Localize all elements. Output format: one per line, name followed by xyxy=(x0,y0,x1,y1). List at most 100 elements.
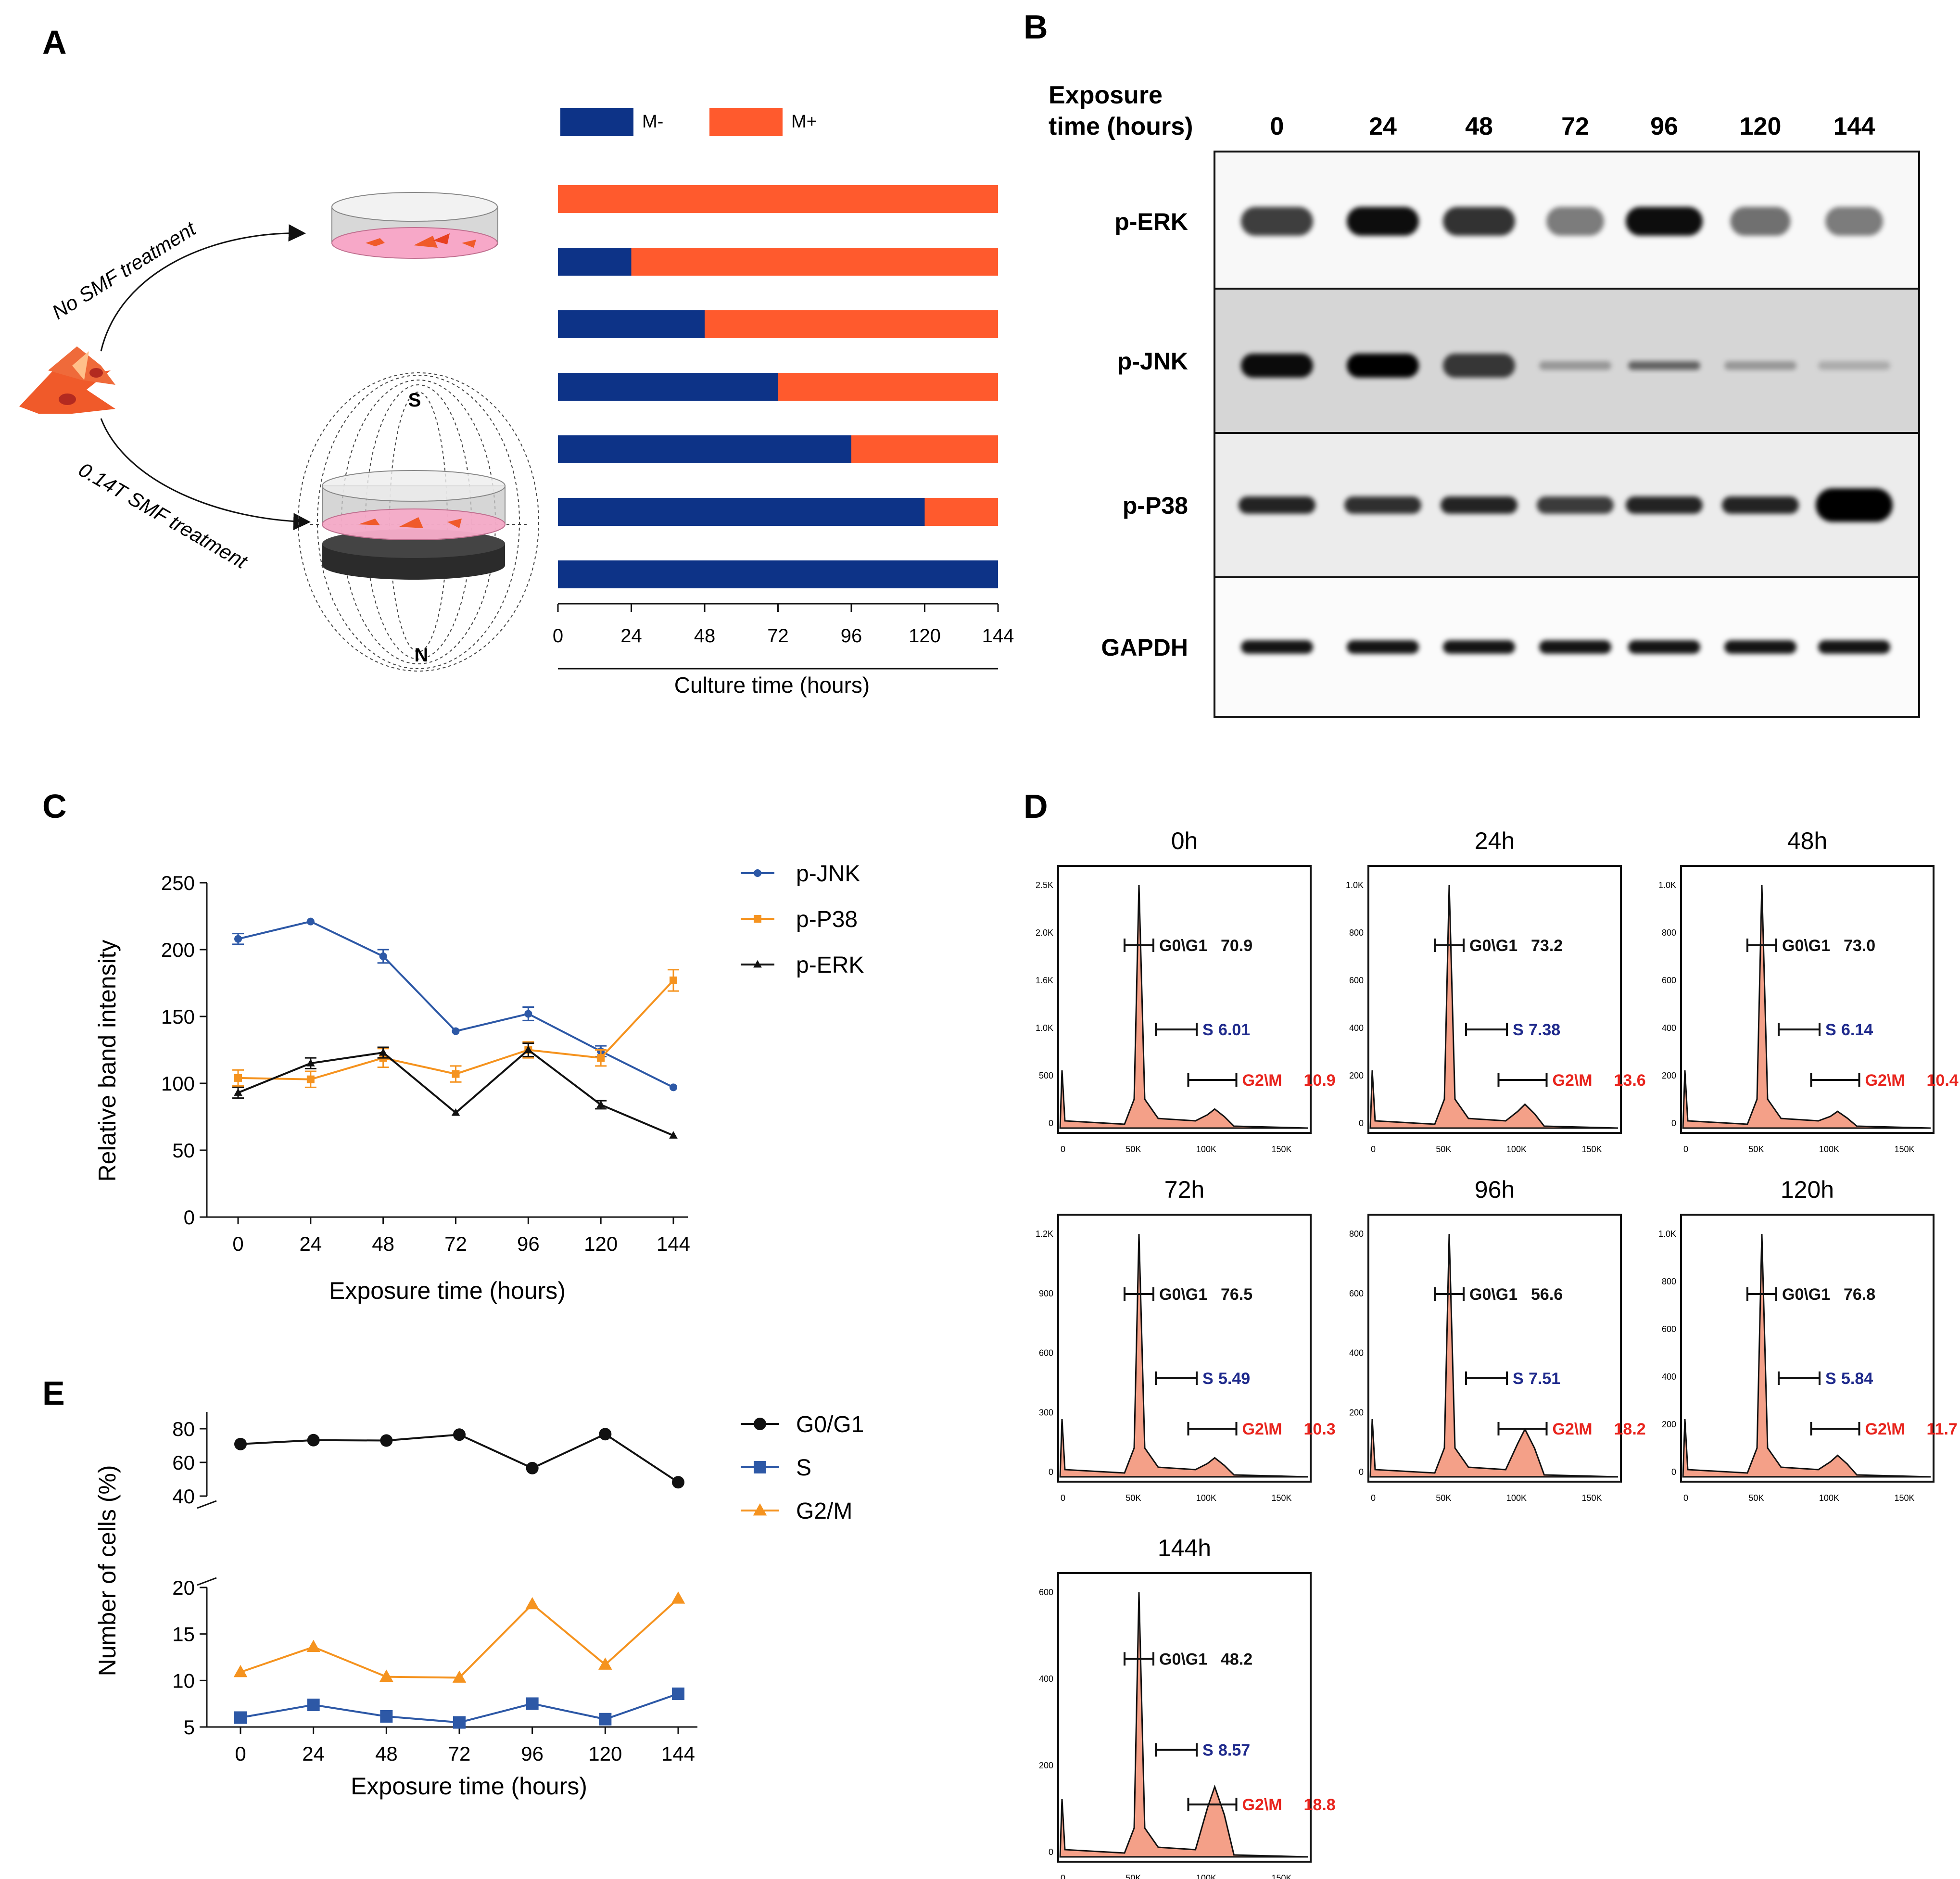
data-point xyxy=(526,1697,539,1710)
x-tick-label: 100K xyxy=(1819,1144,1839,1154)
bar-m-minus xyxy=(558,435,851,463)
y-tick-label: 15 xyxy=(172,1623,195,1646)
blot-band xyxy=(1724,640,1796,654)
s-gate-value: 6.01 xyxy=(1218,1021,1250,1039)
histogram-panel-48h: 48h 0 200 400 600 800 1.0K 0 50K 100K 150K G0\G1 73.… xyxy=(1658,827,1959,1154)
y-tick-label: 1.0K xyxy=(1346,880,1364,890)
x-tick-label: 50K xyxy=(1748,1144,1764,1154)
arrow-smf xyxy=(100,418,311,531)
y-tick-label: 1.6K xyxy=(1036,976,1053,985)
panel-c-line-chart: Relative band intensity Exposure time (h… xyxy=(94,861,864,1304)
x-tick-label: 0 xyxy=(1061,1144,1065,1154)
y-tick-label: 1.0K xyxy=(1036,1023,1053,1033)
x-tick-label: 100K xyxy=(1506,1144,1527,1154)
y-tick-label: 2.0K xyxy=(1036,928,1053,938)
y-tick-label: 600 xyxy=(1039,1587,1053,1597)
y-tick-label: 2.5K xyxy=(1036,880,1053,890)
blot-band xyxy=(1539,361,1611,370)
bar-m-plus xyxy=(924,498,998,526)
y-axis-title: Relative band intensity xyxy=(94,940,121,1181)
g2m-gate-value: 10.3 xyxy=(1304,1420,1336,1438)
x-tick-label: 0 xyxy=(553,625,563,647)
s-gate-label: S xyxy=(1513,1370,1524,1388)
g2m-gate-label: G2\M xyxy=(1553,1071,1593,1090)
legend-marker xyxy=(754,869,761,877)
y-tick-label: 400 xyxy=(1349,1023,1364,1033)
blot-band xyxy=(1628,640,1700,654)
x-axis-title: Culture time (hours) xyxy=(674,673,870,698)
g2m-gate-value: 18.2 xyxy=(1614,1420,1646,1438)
histogram-frame xyxy=(1680,865,1935,1134)
blot-row-label: GAPDH xyxy=(1101,634,1188,661)
blot-band xyxy=(1724,361,1796,370)
data-point xyxy=(306,1639,320,1652)
histogram-frame xyxy=(1680,1214,1935,1483)
x-axis-title: Exposure time (hours) xyxy=(351,1773,587,1800)
s-gate-label: S xyxy=(1202,1741,1214,1760)
y-tick-label: 1.0K xyxy=(1658,880,1676,890)
y-tick-label: 150 xyxy=(161,1005,195,1028)
x-tick-label: 0 xyxy=(1061,1873,1065,1879)
blot-header-line1: Exposure xyxy=(1049,81,1163,109)
y-tick-label: 200 xyxy=(1662,1420,1676,1429)
x-tick-label: 50K xyxy=(1436,1144,1451,1154)
x-tick-label: 96 xyxy=(521,1742,544,1765)
bar-m-minus xyxy=(558,310,705,338)
data-point xyxy=(234,1711,247,1724)
x-tick-label: 150K xyxy=(1581,1493,1602,1503)
blot-band xyxy=(1818,361,1890,370)
data-point xyxy=(451,1108,460,1116)
bar-m-minus xyxy=(558,248,632,276)
histogram-frame xyxy=(1057,1572,1312,1863)
data-point xyxy=(526,1461,539,1474)
data-point xyxy=(672,1476,684,1489)
panel-a-bar-chart: M- M+ 0 24 48 72 96 120 144 Culture time (hour… xyxy=(553,108,1014,698)
blot-band xyxy=(1443,640,1515,654)
blot-band xyxy=(1239,496,1315,514)
blot-header-line2: time (hours) xyxy=(1049,113,1193,140)
g0g1-gate-label: G0\G1 xyxy=(1782,1285,1830,1304)
bar-m-plus xyxy=(631,248,998,276)
y-tick-label: 0 xyxy=(1049,1847,1053,1857)
g2m-gate-label: G2\M xyxy=(1553,1420,1593,1438)
y-tick-label: 800 xyxy=(1349,928,1364,938)
s-gate-value: 8.57 xyxy=(1218,1741,1250,1760)
s-gate-value: 5.84 xyxy=(1841,1370,1873,1388)
x-tick-label: 50K xyxy=(1748,1493,1764,1503)
g2m-gate-value: 10.9 xyxy=(1304,1071,1336,1090)
panel-b-western-blot: Exposure time (hours) 0 24 48 72 96 120 144 p-… xyxy=(1049,81,1920,718)
histogram-panel-72h: 72h 0 300 600 900 1.2K 0 50K 100K 150K G0\G1 76.5 S 5… xyxy=(1036,1176,1336,1503)
series-line-p-ERK xyxy=(238,1048,674,1137)
blot-band xyxy=(1344,496,1421,514)
x-tick-label: 100K xyxy=(1196,1493,1216,1503)
lane-label: 144 xyxy=(1834,113,1875,140)
y-tick-label: 400 xyxy=(1039,1674,1053,1684)
g2m-gate-label: G2\M xyxy=(1242,1420,1282,1438)
series-line-G0/G1 xyxy=(240,1433,679,1483)
data-point xyxy=(669,1131,678,1139)
series-line-G2/M xyxy=(240,1598,679,1679)
data-point xyxy=(599,1713,612,1726)
y-tick-label: 50 xyxy=(172,1139,195,1162)
blot-band xyxy=(1441,496,1517,514)
data-point xyxy=(670,976,677,984)
y-tick-label: 800 xyxy=(1662,1277,1676,1286)
x-axis-ticks: 0 24 48 72 96 120 144 xyxy=(553,604,1014,647)
x-tick-label: 0 xyxy=(1683,1493,1688,1503)
histogram-panel-0h: 0h 0 500 1.0K 1.6K 2.0K 2.5K 0 50K 100K 150K G0\G1 7… xyxy=(1036,827,1336,1154)
histogram-panel-120h: 120h 0 200 400 600 800 1.0K 0 50K 100K 150K G0\G1 76… xyxy=(1658,1176,1958,1503)
y-tick-label: 200 xyxy=(161,939,195,961)
histogram-title: 0h xyxy=(1171,827,1198,854)
x-tick-label: 72 xyxy=(444,1232,467,1255)
data-point xyxy=(524,1045,533,1053)
blot-band xyxy=(1626,496,1703,514)
s-gate-value: 7.51 xyxy=(1529,1370,1560,1388)
blot-band xyxy=(1537,496,1614,514)
series xyxy=(232,917,679,1139)
x-tick-label: 150K xyxy=(1271,1493,1291,1503)
histogram-curve xyxy=(1369,1233,1619,1478)
x-tick-label: 72 xyxy=(448,1742,471,1765)
blot-band xyxy=(1628,361,1700,370)
histogram-curve xyxy=(1059,885,1308,1129)
histogram-curve xyxy=(1059,1592,1308,1858)
